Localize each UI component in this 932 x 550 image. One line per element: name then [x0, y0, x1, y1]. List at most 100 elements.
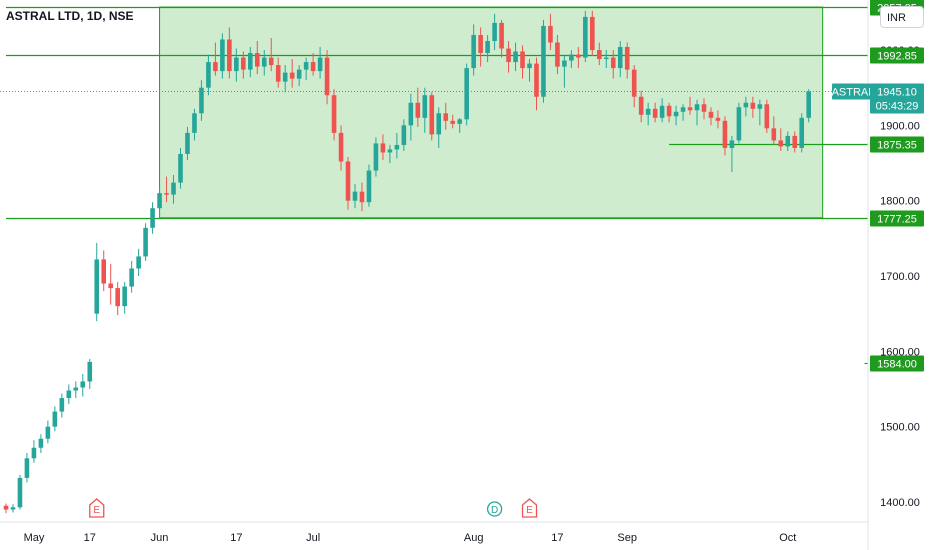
candle-body[interactable] [701, 104, 707, 112]
candle-body[interactable] [576, 54, 581, 58]
candle-body[interactable] [150, 208, 155, 228]
candle-body[interactable] [638, 96, 644, 115]
candle-body[interactable] [17, 477, 23, 508]
candle-body[interactable] [750, 102, 756, 109]
candle-body[interactable] [87, 361, 93, 382]
candle-body[interactable] [373, 143, 379, 171]
candle-body[interactable] [359, 191, 365, 203]
candle-body[interactable] [583, 16, 588, 58]
candle-body[interactable] [171, 182, 176, 195]
candle-body[interactable] [680, 107, 686, 112]
candle-body[interactable] [241, 57, 246, 70]
candle-body[interactable] [394, 144, 400, 150]
candle-body[interactable] [603, 57, 609, 60]
candle-body[interactable] [569, 54, 574, 61]
candle-body[interactable] [757, 104, 763, 109]
candle-body[interactable] [324, 57, 330, 96]
candle-body[interactable] [450, 120, 456, 124]
candle-body[interactable] [715, 117, 721, 121]
candle-body[interactable] [743, 102, 749, 108]
candle-body[interactable] [499, 22, 504, 49]
candle-body[interactable] [771, 128, 777, 141]
candle-body[interactable] [352, 191, 358, 201]
candle-body[interactable] [408, 102, 414, 126]
candle-body[interactable] [261, 57, 267, 67]
candle-body[interactable] [178, 153, 183, 183]
dividend-event-icon[interactable] [486, 501, 503, 517]
time-axis[interactable]: May 17 Jun 17 Jul Aug 17 Sep Oct [24, 532, 797, 544]
candle-body[interactable] [457, 119, 462, 124]
currency-selector[interactable]: INR [880, 6, 924, 28]
candle-body[interactable] [541, 25, 546, 97]
candle-body[interactable] [52, 411, 58, 427]
candle-body[interactable] [659, 105, 665, 118]
candle-body[interactable] [513, 51, 518, 63]
candle-body[interactable] [722, 120, 728, 148]
candle-body[interactable] [415, 102, 421, 118]
candle-body[interactable] [185, 132, 190, 154]
candle-body[interactable] [80, 381, 86, 388]
candle-body[interactable] [778, 140, 784, 147]
candle-body[interactable] [206, 62, 211, 88]
candle-body[interactable] [764, 104, 770, 129]
candle-body[interactable] [213, 62, 218, 72]
candle-body[interactable] [254, 53, 260, 67]
candle-body[interactable] [617, 47, 623, 69]
candle-body[interactable] [59, 398, 65, 412]
candle-body[interactable] [534, 63, 539, 97]
last-price-label[interactable]: 1945.10 [877, 87, 917, 99]
candle-body[interactable] [129, 268, 134, 287]
candle-body[interactable] [590, 16, 595, 51]
candle-body[interactable] [443, 113, 449, 121]
candle-body[interactable] [108, 283, 113, 289]
candle-body[interactable] [387, 149, 393, 153]
candle-body[interactable] [317, 57, 323, 72]
candle-body[interactable] [338, 132, 344, 162]
candle-body[interactable] [38, 438, 44, 448]
candle-body[interactable] [673, 111, 679, 117]
candle-body[interactable] [24, 458, 30, 478]
candle-body[interactable] [610, 57, 616, 69]
candle-body[interactable] [785, 135, 791, 147]
candle-body[interactable] [548, 25, 553, 43]
candle-body[interactable] [220, 39, 225, 72]
candle-body[interactable] [164, 193, 169, 195]
candle-body[interactable] [101, 259, 107, 284]
candle-body[interactable] [234, 57, 239, 72]
candle-body[interactable] [248, 53, 253, 70]
candle-body[interactable] [485, 40, 490, 54]
candle-body[interactable] [268, 57, 274, 66]
candle-body[interactable] [527, 63, 532, 69]
candle-body[interactable] [10, 507, 16, 510]
candle-body[interactable] [94, 259, 100, 314]
earnings-event-icon[interactable] [89, 498, 105, 518]
candle-body[interactable] [366, 170, 372, 203]
earnings-event-icon[interactable] [521, 498, 538, 518]
candle-body[interactable] [555, 42, 560, 67]
candle-body[interactable] [429, 95, 435, 135]
candle-body[interactable] [597, 50, 602, 60]
candle-body[interactable] [422, 95, 428, 118]
candle-body[interactable] [736, 107, 742, 141]
candle-body[interactable] [478, 34, 483, 54]
candle-body[interactable] [122, 286, 127, 307]
candle-body[interactable] [708, 111, 714, 118]
candle-body[interactable] [303, 62, 309, 70]
candle-body[interactable] [275, 65, 281, 82]
candle-body[interactable] [31, 447, 37, 459]
candle-body[interactable] [729, 140, 735, 148]
candle-body[interactable] [792, 135, 798, 148]
range-zone[interactable] [159, 6, 824, 219]
candle-body[interactable] [666, 105, 672, 117]
candle-body[interactable] [73, 387, 79, 391]
price-axis[interactable]: 1400.00 1500.00 1600.00 1700.00 1800.00 1900.… [880, 0, 920, 509]
candle-body[interactable] [506, 48, 511, 63]
candle-body[interactable] [115, 288, 120, 307]
candle-body[interactable] [464, 68, 469, 120]
candle-body[interactable] [136, 256, 141, 269]
candle-body[interactable] [471, 34, 476, 69]
candle-body[interactable] [143, 227, 148, 257]
candle-body[interactable] [492, 22, 497, 41]
candle-body[interactable] [652, 108, 658, 118]
